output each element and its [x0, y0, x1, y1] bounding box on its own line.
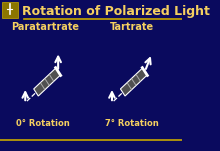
- Text: Paratartrate: Paratartrate: [11, 22, 79, 32]
- Polygon shape: [34, 68, 60, 96]
- Bar: [2, 2, 18, 18]
- Polygon shape: [120, 68, 147, 96]
- Text: Rotation of Polarized Light: Rotation of Polarized Light: [22, 5, 210, 19]
- Text: Tartrate: Tartrate: [110, 22, 154, 32]
- Text: 7° Rotation: 7° Rotation: [105, 119, 159, 127]
- Text: 0° Rotation: 0° Rotation: [16, 119, 70, 127]
